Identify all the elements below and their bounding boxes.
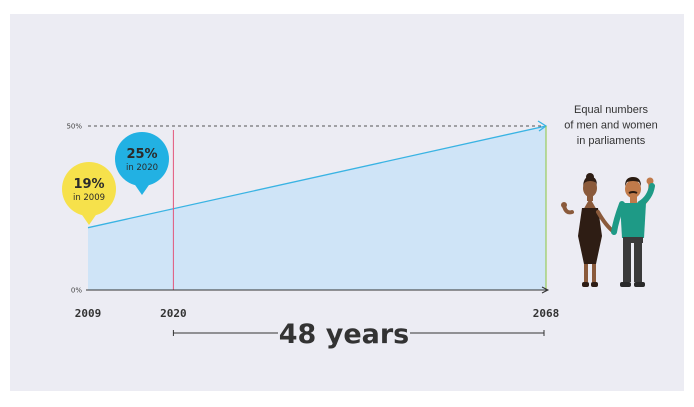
people-illustration [561,173,655,287]
span-label: 48 years [279,319,410,350]
span-layer: 48 years [172,319,545,350]
marker-bubble-value: 25% [126,147,157,162]
area-layer [88,126,546,290]
x-axis-arrow [541,286,550,294]
goal-text: Equal numbers of men and women in parliame… [564,104,658,147]
marker-bubbles: 19%in 2009 25%in 2020 [62,132,169,225]
goal-text-line: Equal numbers [574,104,648,116]
x-tick-label: 2068 [533,307,560,320]
line-layer [87,120,548,290]
goal-text-line: in parliaments [577,135,646,147]
marker-bubble-year: in 2009 [73,193,105,203]
woman-figure [561,173,616,287]
projection-area [88,126,546,290]
axis-layer: 0% 50% 2009 2020 2068 [66,123,559,321]
trend-line [87,125,547,229]
marker-bubble-year: in 2020 [126,163,158,173]
y-tick-label: 0% [71,287,82,295]
y-tick-label: 50% [66,123,82,131]
marker-bubble [115,132,169,186]
marker-bubble-value: 19% [73,177,104,192]
marker-bubble [62,162,116,216]
man-figure [611,177,655,287]
goal-text-line: of men and women [564,120,658,132]
x-tick-label: 2020 [160,307,187,320]
x-tick-label: 2009 [75,307,102,320]
